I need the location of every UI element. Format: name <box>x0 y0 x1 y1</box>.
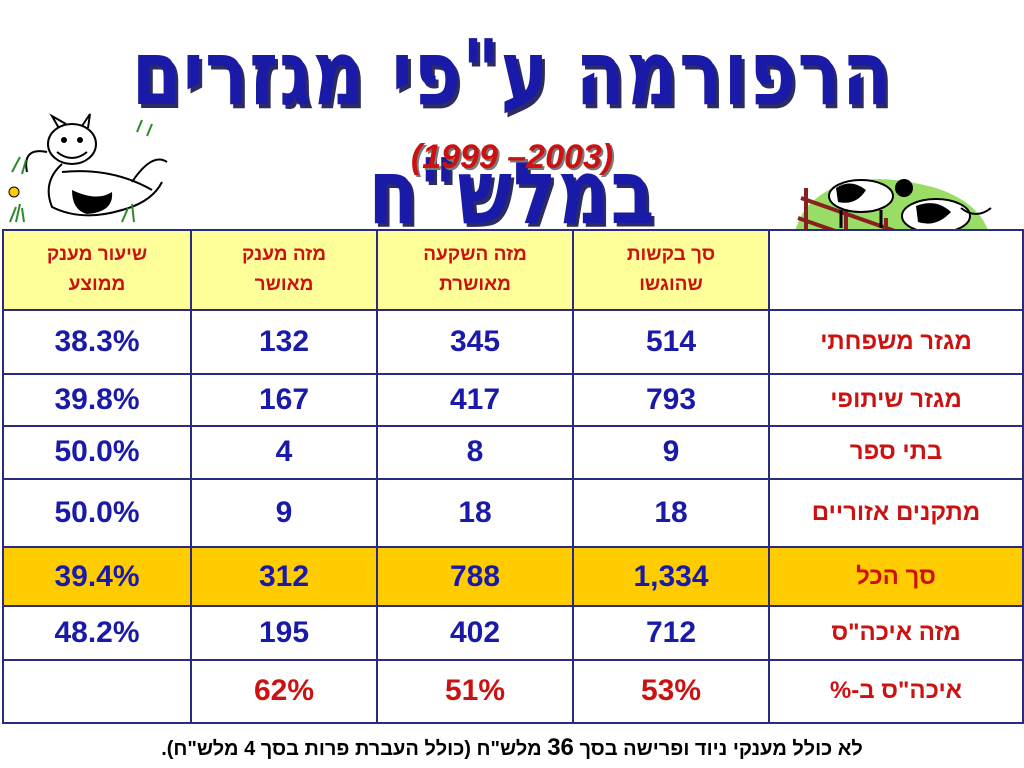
cell-investment: 417 <box>376 372 574 427</box>
cell-investment: 345 <box>376 309 574 375</box>
row-label: מתקנים אזוריים <box>768 477 1024 549</box>
cell-rate: 50.0% <box>2 477 192 549</box>
table-row: איכה"ס ב-% 53% 51% 62% <box>2 658 1024 725</box>
cell-rate: 38.3% <box>2 309 192 375</box>
cell-investment: 402 <box>376 605 574 661</box>
table-row: בתי ספר 9 8 4 50.0% <box>2 424 1024 480</box>
cell-grant: 195 <box>190 605 378 661</box>
row-label: מגזר שיתופי <box>768 372 1024 427</box>
table-row: מגזר שיתופי 793 417 167 39.8% <box>2 372 1024 427</box>
header-grant: מזה מענק מאושר <box>190 228 378 312</box>
reform-data-table: סך בקשות שהוגשו מזה השקעה מאושרת מזה מענק מ… <box>2 228 1024 725</box>
row-label: סך הכל <box>768 546 1024 608</box>
cell-rate: 50.0% <box>2 424 192 480</box>
cell-requests: 712 <box>572 605 770 661</box>
cell-investment: 51% <box>376 658 574 725</box>
cell-rate: 39.8% <box>2 372 192 427</box>
cell-requests: 53% <box>572 658 770 725</box>
row-label: מזה איכה"ס <box>768 605 1024 661</box>
cell-investment: 788 <box>376 546 574 608</box>
table-row: מגזר משפחתי 514 345 132 38.3% <box>2 309 1024 375</box>
cell-requests: 1,334 <box>572 546 770 608</box>
table-header-row: סך בקשות שהוגשו מזה השקעה מאושרת מזה מענק מ… <box>2 228 1024 312</box>
table-row: מתקנים אזוריים 18 18 9 50.0% <box>2 477 1024 549</box>
cell-grant: 167 <box>190 372 378 427</box>
cell-requests: 514 <box>572 309 770 375</box>
page-subtitle: (1999 –2003) <box>410 138 614 176</box>
cell-grant: 132 <box>190 309 378 375</box>
cell-rate <box>2 658 192 725</box>
cell-investment: 8 <box>376 424 574 480</box>
cell-grant: 9 <box>190 477 378 549</box>
row-label: מגזר משפחתי <box>768 309 1024 375</box>
cell-rate: 48.2% <box>2 605 192 661</box>
table-row-total: סך הכל 1,334 788 312 39.4% <box>2 546 1024 608</box>
cell-grant: 312 <box>190 546 378 608</box>
table-row: מזה איכה"ס 712 402 195 48.2% <box>2 605 1024 661</box>
header-investment: מזה השקעה מאושרת <box>376 228 574 312</box>
header-blank-cell <box>768 228 1024 312</box>
cell-grant: 4 <box>190 424 378 480</box>
cell-requests: 18 <box>572 477 770 549</box>
row-label: איכה"ס ב-% <box>768 658 1024 725</box>
header-rate: שיעור מענק ממוצע <box>2 228 192 312</box>
cell-requests: 9 <box>572 424 770 480</box>
resting-cow-illustration <box>8 113 168 223</box>
row-label: בתי ספר <box>768 424 1024 480</box>
cell-investment: 18 <box>376 477 574 549</box>
cell-requests: 793 <box>572 372 770 427</box>
page-title: הרפורמה ע"פי מגזרים במלש"ח <box>131 20 893 244</box>
footnote: לא כולל מענקי ניוד ופרישה בסך 36 מלש"ח (… <box>161 734 863 761</box>
cell-grant: 62% <box>190 658 378 725</box>
header-requests: סך בקשות שהוגשו <box>572 228 770 312</box>
cell-rate: 39.4% <box>2 546 192 608</box>
